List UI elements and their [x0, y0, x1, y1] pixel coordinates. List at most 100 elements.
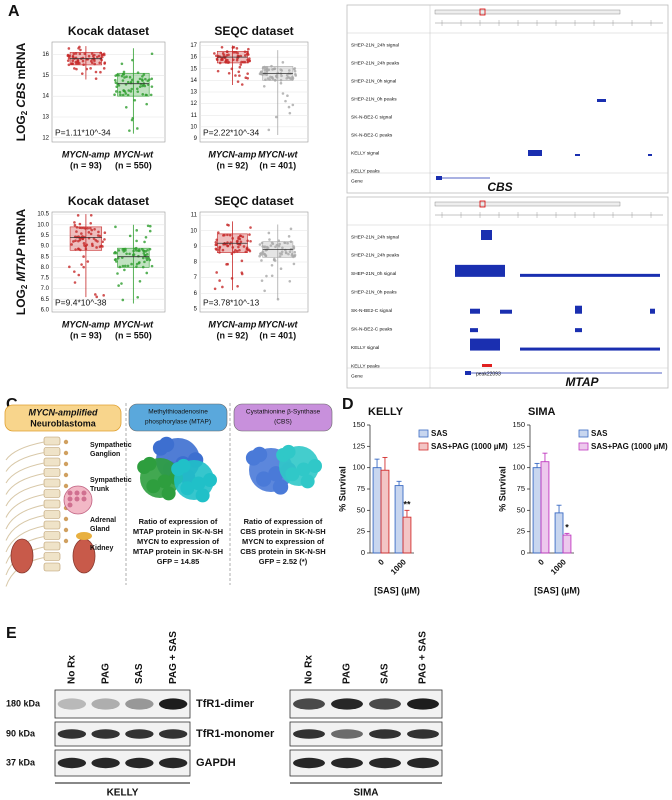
anatomy-label: Adrenal — [90, 517, 116, 524]
jitter-dot — [220, 45, 224, 49]
jitter-dot — [141, 75, 144, 78]
y-tick-label: 10 — [190, 124, 197, 130]
label-part: mRNA — [14, 209, 28, 246]
rib — [5, 483, 45, 507]
jitter-dot — [103, 62, 106, 65]
jitter-dot — [115, 260, 118, 263]
ganglion — [63, 439, 69, 445]
cell-line-label: KELLY — [107, 788, 139, 799]
jitter-dot — [87, 54, 91, 58]
jitter-dot — [265, 274, 268, 278]
jitter-dot — [144, 77, 147, 81]
jitter-dot — [222, 234, 225, 237]
jitter-dot — [144, 235, 148, 239]
y-tick-label: 12 — [42, 135, 49, 141]
vertebra — [43, 520, 61, 530]
signal — [575, 154, 580, 156]
jitter-dot — [90, 52, 94, 55]
jitter-dot — [128, 129, 131, 132]
jitter-dot — [98, 234, 102, 238]
jitter-dot — [142, 73, 146, 76]
band — [125, 729, 154, 739]
lane-label: PAG — [100, 663, 111, 684]
jitter-dot — [141, 92, 145, 96]
jitter-dot — [83, 244, 86, 247]
tumor-cell — [81, 490, 87, 496]
jitter-dot — [246, 72, 249, 75]
jitter-dot — [280, 69, 284, 72]
group-label: MYCN-amp — [62, 319, 111, 329]
group-n: (n = 401) — [259, 160, 296, 170]
jitter-dot — [289, 227, 293, 231]
legend-swatch — [578, 429, 589, 438]
protein-lobe — [308, 459, 322, 473]
jitter-dot — [97, 230, 100, 234]
jitter-dot — [238, 74, 241, 77]
group-n: (n = 92) — [217, 330, 249, 340]
jitter-dot — [260, 259, 263, 262]
signal — [470, 328, 478, 333]
y-tick-label: 14 — [42, 94, 49, 100]
jitter-dot — [140, 78, 144, 81]
bar — [402, 516, 412, 554]
jitter-dot — [136, 80, 140, 84]
jitter-dot — [287, 252, 290, 256]
ratio-text: GFP = 2.52 (*) — [259, 557, 308, 566]
ratio-text: MYCN to expression of — [242, 537, 325, 546]
band — [407, 698, 439, 710]
jitter-dot — [126, 80, 130, 84]
track-label: SHEP-21N_24h peaks — [351, 253, 400, 259]
header-box — [128, 403, 228, 432]
ganglion — [63, 516, 69, 522]
y-tick-label: 25 — [357, 527, 365, 536]
plot-title: SEQC dataset — [214, 194, 293, 208]
band — [331, 698, 363, 710]
jitter-dot — [81, 237, 85, 241]
jitter-dot — [96, 55, 99, 59]
jitter-dot — [239, 63, 243, 66]
ratio-text: CBS protein in SK-N-SH — [240, 547, 325, 556]
jitter-dot — [265, 245, 269, 249]
p-value: P=2.22*10^-34 — [203, 127, 259, 137]
jitter-dot — [149, 93, 153, 97]
jitter-dot — [114, 251, 118, 255]
jitter-dot — [238, 243, 242, 246]
jitter-dot — [258, 243, 262, 246]
jitter-dot — [221, 285, 224, 289]
jitter-dot — [123, 76, 126, 79]
band — [331, 729, 363, 739]
jitter-dot — [214, 243, 218, 247]
panel-letter: D — [342, 396, 354, 413]
group-n: (n = 550) — [115, 330, 152, 340]
band — [57, 729, 87, 739]
jitter-dot — [291, 103, 295, 107]
jitter-dot — [121, 264, 125, 268]
jitter-dot — [240, 259, 244, 263]
jitter-dot — [262, 84, 266, 88]
ganglion — [63, 527, 69, 533]
jitter-dot — [117, 84, 121, 87]
chart-title: SIMA — [528, 406, 556, 418]
protein-lobe — [161, 486, 176, 501]
y-axis-label: LOG2 MTAP mRNA — [14, 209, 29, 316]
jitter-dot — [288, 250, 292, 254]
track-label: KELLY peaks — [351, 168, 380, 174]
jitter-dot — [226, 262, 230, 266]
box — [69, 226, 103, 251]
y-tick-label: 7.5 — [41, 276, 50, 282]
ganglion — [63, 483, 69, 489]
band — [91, 698, 120, 710]
y-tick-label: 125 — [352, 441, 365, 450]
bar — [540, 461, 550, 554]
jitter-dot — [117, 284, 120, 287]
vertebra — [43, 457, 61, 467]
jitter-dot — [288, 69, 291, 72]
anatomy-label: Ganglion — [90, 451, 120, 458]
protein-lobe — [203, 473, 217, 487]
signal — [520, 273, 660, 277]
tumor-cell — [67, 496, 73, 502]
jitter-dot — [227, 71, 231, 75]
track-label: KELLY signal — [351, 345, 379, 351]
jitter-dot — [73, 67, 76, 70]
jitter-dot — [95, 295, 99, 299]
